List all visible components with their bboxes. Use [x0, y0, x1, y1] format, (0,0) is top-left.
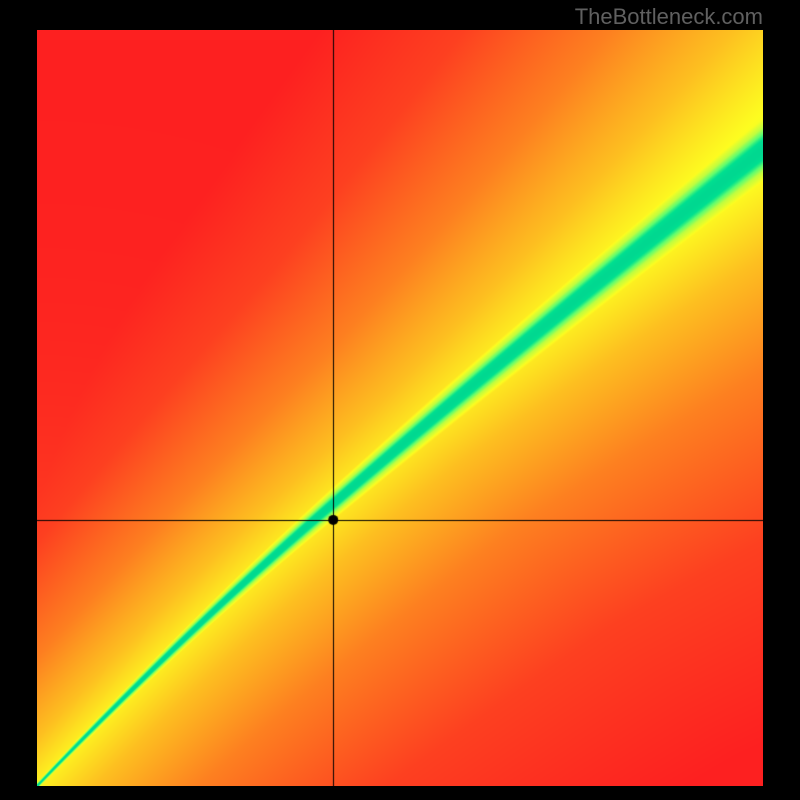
- chart-container: TheBottleneck.com: [0, 0, 800, 800]
- watermark-text: TheBottleneck.com: [575, 4, 763, 30]
- bottleneck-heatmap: [37, 30, 763, 786]
